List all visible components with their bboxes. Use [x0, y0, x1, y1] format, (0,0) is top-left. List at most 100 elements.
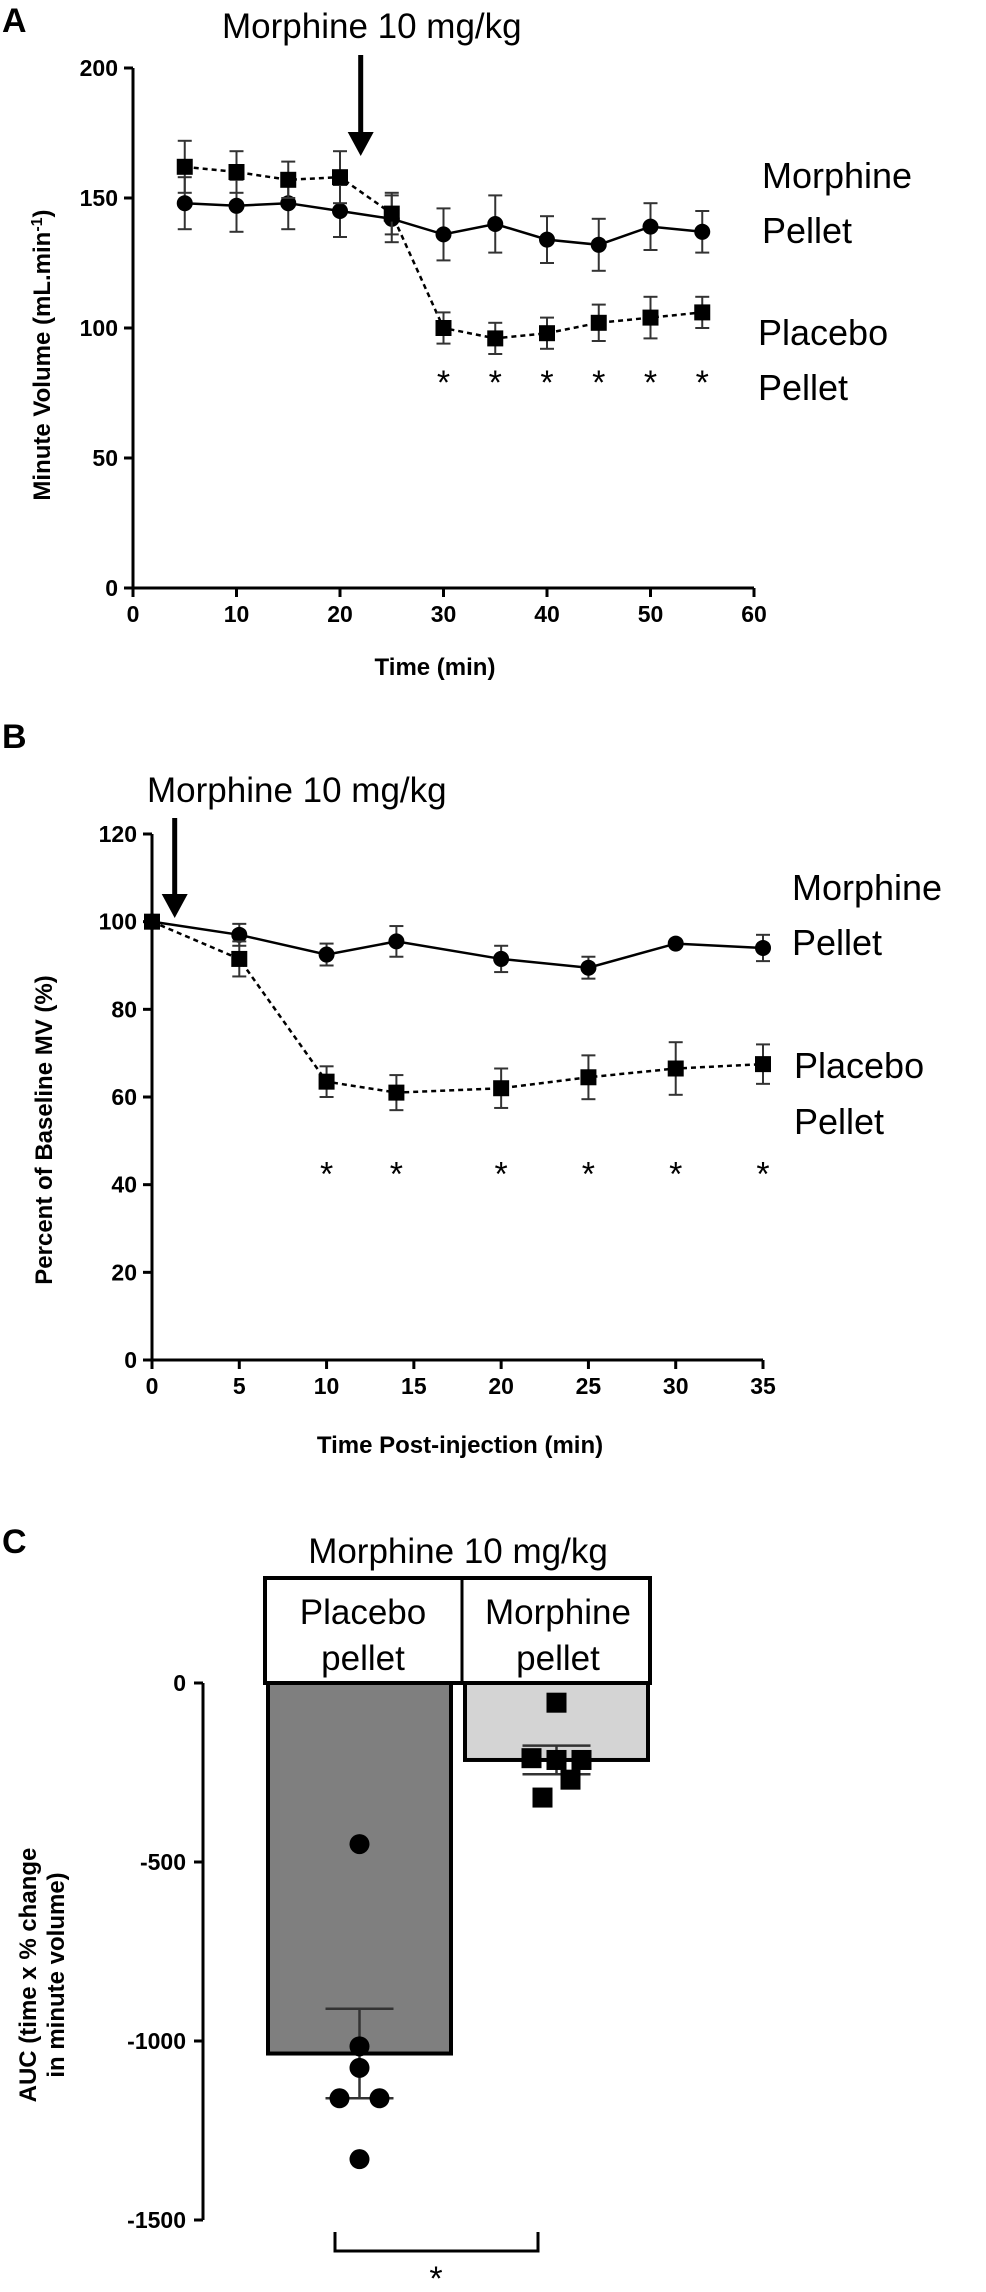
panel-b-series-morphine-point: [755, 939, 771, 956]
panel-a-y-tick-label: 100: [80, 315, 118, 341]
panel-a-annotation: Morphine 10 mg/kg: [222, 7, 522, 46]
panel-b-arrow-head: [161, 894, 188, 918]
panel-c-point-morphine: [560, 1769, 581, 1790]
panel-b-series-morphine-point: [388, 933, 405, 950]
panel-a-series-placebo-point: [694, 304, 711, 321]
panel-a-series-placebo-point: [228, 164, 245, 180]
panel-b-y-tick-label: 60: [111, 1084, 137, 1110]
panel-c-title: Morphine 10 mg/kg: [308, 1532, 608, 1571]
panel-b-x-tick-label: 20: [488, 1373, 514, 1399]
panel-c-point-morphine: [546, 1692, 567, 1713]
panel-a-significance-star: *: [592, 364, 605, 402]
panel-a-morphine-label-line1: Morphine: [762, 155, 912, 196]
panel-a-series-morphine-point: [590, 236, 607, 253]
panel-a-x-tick-label: 50: [638, 601, 664, 627]
panel-c-category-placebo-line1: Placebo: [300, 1593, 426, 1632]
panel-b-y-tick-label: 0: [124, 1347, 137, 1373]
panel-b-morphine-label-line2: Pellet: [792, 922, 882, 963]
panel-b-significance-star: *: [495, 1156, 508, 1194]
panel-a-series-morphine-point: [694, 223, 711, 240]
panel-c-point-placebo: [349, 1834, 370, 1855]
panel-c-point-placebo: [369, 2088, 390, 2109]
panel-a-y-tick-label: 200: [80, 55, 118, 81]
panel-a-series-placebo-point: [176, 158, 193, 175]
panel-a-significance-star: *: [644, 364, 657, 402]
panel-a-series-placebo-point: [280, 171, 297, 188]
panel-b-y-axis-title: Percent of Baseline MV (%): [31, 975, 58, 1284]
panel-b-series-morphine-point: [580, 959, 597, 976]
panel-b-x-tick-label: 10: [314, 1373, 340, 1399]
panel-a-x-tick-label: 60: [741, 601, 767, 627]
panel-b-series-placebo-point: [755, 1056, 771, 1073]
panel-a-placebo-label-line2: Pellet: [758, 367, 848, 408]
panel-b-series-morphine-line: [151, 920, 764, 969]
panel-a-arrow-head: [347, 132, 374, 156]
panel-c-point-placebo: [349, 2149, 370, 2170]
panel-a-x-tick-label: 20: [327, 601, 353, 627]
panel-a-y-tick-label: 0: [105, 575, 118, 601]
panel-a-series-morphine-point: [176, 195, 193, 212]
panel-b-series-placebo-point: [667, 1060, 684, 1077]
panel-b-x-tick-label: 15: [401, 1373, 427, 1399]
panel-c-y-tick-label: -500: [140, 1849, 186, 1875]
panel-a-series-morphine-point: [435, 226, 452, 243]
panel-a-y-axis-title: Minute Volume (mL.min-1): [29, 209, 57, 500]
panel-b-series-morphine-point: [493, 950, 510, 967]
panel-b-series-placebo-point: [144, 913, 160, 930]
panel-a-morphine-label-line2: Pellet: [762, 210, 852, 251]
panel-a-significance-star: *: [437, 364, 450, 402]
panel-c-y-axis-title-line2: in minute volume): [43, 1872, 70, 2077]
panel-c-point-morphine: [546, 1749, 567, 1770]
panel-a-significance-star: *: [489, 364, 502, 402]
panel-c-significance-star: *: [429, 2260, 442, 2292]
panel-c-bar-placebo: [266, 1681, 453, 2056]
panel-a-y-tick-label: 150: [80, 185, 118, 211]
panel-b-x-tick-label: 35: [750, 1373, 776, 1399]
panel-a-x-tick-label: 40: [534, 601, 560, 627]
panel-b-x-tick-label: 25: [576, 1373, 602, 1399]
panel-a-plot: 0 10 20 30 40 50 60 0 50 100 150 200 * * * * * *: [80, 55, 767, 627]
panel-b-x-tick-label: 0: [146, 1373, 159, 1399]
panel-b-series-morphine-point: [667, 935, 684, 952]
panel-b-series-placebo-point: [318, 1073, 335, 1090]
panel-a-series-placebo-point: [539, 325, 555, 342]
panel-a-series-placebo-point: [332, 169, 348, 186]
panel-c-significance-bracket: [333, 2232, 540, 2253]
panel-a-x-tick-label: 10: [224, 601, 250, 627]
panel-a-series-morphine-point: [642, 218, 659, 235]
panel-b-y-tick-label: 40: [111, 1172, 137, 1198]
panel-b-y-tick-label: 20: [111, 1259, 137, 1285]
panel-b-morphine-label-line1: Morphine: [792, 867, 942, 908]
panel-a-letter: A: [2, 2, 27, 40]
panel-c-y-tick-label: -1000: [127, 2028, 186, 2054]
panel-b-placebo-label-line1: Placebo: [794, 1045, 924, 1086]
panel-c-letter: C: [2, 1523, 27, 1561]
panel-b-letter: B: [2, 718, 27, 756]
panel-b-significance-star: *: [582, 1156, 595, 1194]
panel-b-y-tick-label: 80: [111, 996, 137, 1022]
panel-b-significance-star: *: [669, 1156, 682, 1194]
panel-b-series-morphine-point: [318, 946, 335, 963]
panel-b-x-axis-title: Time Post-injection (min): [317, 1432, 603, 1459]
panel-a-significance-star: *: [540, 364, 553, 402]
panel-a-series-placebo-point: [383, 205, 400, 222]
panel-c-point-placebo: [329, 2088, 350, 2109]
panel-b-series-placebo-point: [493, 1080, 510, 1097]
panel-b-significance-star: *: [390, 1156, 403, 1194]
panel-c-category-morphine-line2: pellet: [516, 1639, 600, 1678]
panel-b-y-tick-label: 120: [99, 821, 137, 847]
panel-c-point-morphine: [571, 1749, 592, 1770]
panel-c-y-tick-label: 0: [173, 1670, 186, 1696]
panel-b-significance-star: *: [756, 1156, 769, 1194]
panel-b-series-placebo-point: [388, 1084, 405, 1101]
panel-a-x-tick-label: 30: [431, 601, 457, 627]
panel-c-category-placebo-line2: pellet: [321, 1639, 405, 1678]
panel-c-point-morphine: [521, 1748, 542, 1769]
panel-c-y-axis-title-line1: AUC (time x % change: [15, 1848, 42, 2103]
panel-a-series-placebo-point: [435, 320, 452, 336]
panel-b-series-placebo-point: [231, 950, 248, 967]
panel-b-series-morphine-point: [231, 926, 248, 943]
panel-a-y-tick-label: 50: [92, 445, 118, 471]
panel-a: A Morphine 10 mg/kg 0 10 20 30 40 50 60 0 50 100 1…: [2, 2, 912, 681]
